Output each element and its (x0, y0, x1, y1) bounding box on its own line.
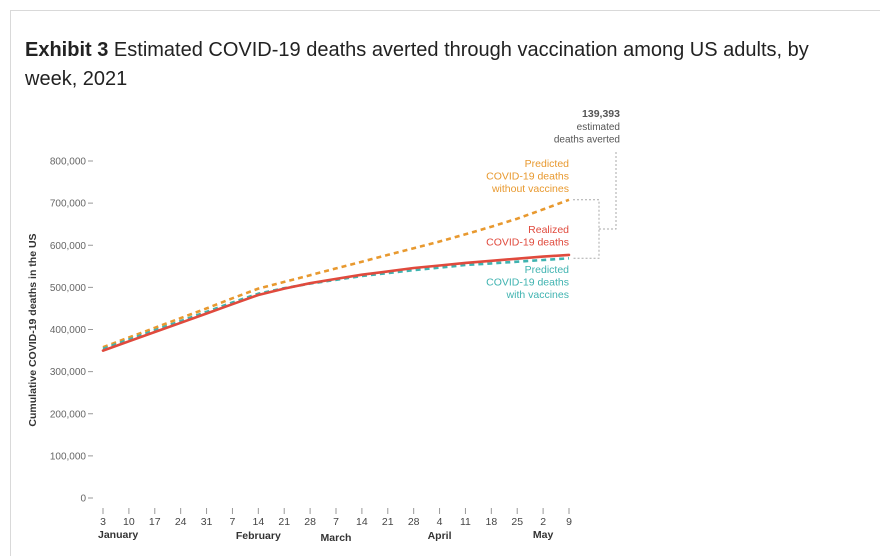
series-label: Realized (528, 224, 569, 236)
y-tick-label: 400,000 (50, 325, 87, 336)
series-line (102, 257, 570, 351)
x-month-label: January (98, 529, 138, 541)
y-tick-label: 700,000 (50, 199, 87, 210)
series-label: with vaccines (506, 289, 569, 301)
x-tick-label: 18 (485, 516, 497, 528)
x-tick-label: 31 (201, 516, 213, 528)
x-tick-label: 28 (408, 516, 420, 528)
x-tick-label: 21 (278, 516, 290, 528)
series-label: without vaccines (491, 183, 569, 195)
series-label: Predicted (525, 158, 570, 170)
x-month-label: April (428, 530, 452, 542)
x-month-label: February (236, 530, 281, 542)
series-label: COVID-19 deaths (486, 171, 569, 183)
x-tick-label: 14 (356, 516, 368, 528)
x-axis: 3 10 17 24 31 7 14 21 28 7 14 21 28 4 11 18 25 2 9 January F… (98, 508, 572, 544)
y-tick-label: 600,000 (50, 241, 87, 252)
x-tick-label: 4 (437, 516, 443, 528)
averted-bracket (573, 199, 600, 259)
series-line (101, 253, 571, 352)
series-label: COVID-19 deaths (486, 277, 569, 289)
x-tick-label: 14 (252, 516, 264, 528)
annotation-leader (599, 150, 617, 230)
y-tick-label: 500,000 (50, 283, 87, 294)
series-label: Predicted (525, 264, 570, 276)
y-tick-label: 800,000 (50, 157, 87, 168)
x-tick-label: 2 (540, 516, 546, 528)
x-tick-label: 10 (123, 516, 135, 528)
x-tick-label: 7 (230, 516, 236, 528)
y-tick-label: 100,000 (50, 451, 87, 462)
series-line (102, 198, 570, 349)
x-tick-label: 25 (511, 516, 523, 528)
annotation-text: estimated (577, 122, 620, 133)
x-month-label: March (321, 532, 352, 544)
y-tick-label: 200,000 (50, 409, 87, 420)
y-tick-label: 0 (80, 494, 86, 505)
x-tick-label: 7 (333, 516, 339, 528)
y-tick-label: 300,000 (50, 367, 87, 378)
series-label: COVID-19 deaths (486, 237, 569, 249)
annotation-text: deaths averted (554, 135, 620, 146)
x-tick-label: 24 (175, 516, 187, 528)
series-lines (101, 198, 571, 352)
y-axis-label: Cumulative COVID-19 deaths in the US (27, 233, 39, 426)
exhibit-panel (10, 10, 880, 556)
deaths-averted-annotation: 139,393 estimated deaths averted (554, 108, 620, 146)
x-tick-label: 9 (566, 516, 572, 528)
y-axis: 0 100,000 200,000 300,000 400,000 500,000 600,… (50, 157, 93, 505)
x-month-label: May (533, 529, 554, 541)
x-tick-label: 28 (304, 516, 316, 528)
exhibit-title: Exhibit 3 Estimated COVID-19 deaths aver… (25, 36, 865, 94)
exhibit-label: Exhibit 3 (25, 39, 109, 61)
x-tick-label: 17 (149, 516, 161, 528)
x-tick-label: 11 (460, 516, 471, 528)
annotation-value: 139,393 (582, 108, 620, 120)
x-tick-label: 21 (382, 516, 394, 528)
difference-guides (573, 150, 617, 259)
x-tick-label: 3 (100, 516, 106, 528)
exhibit-title-text: Estimated COVID-19 deaths averted throug… (25, 39, 809, 90)
